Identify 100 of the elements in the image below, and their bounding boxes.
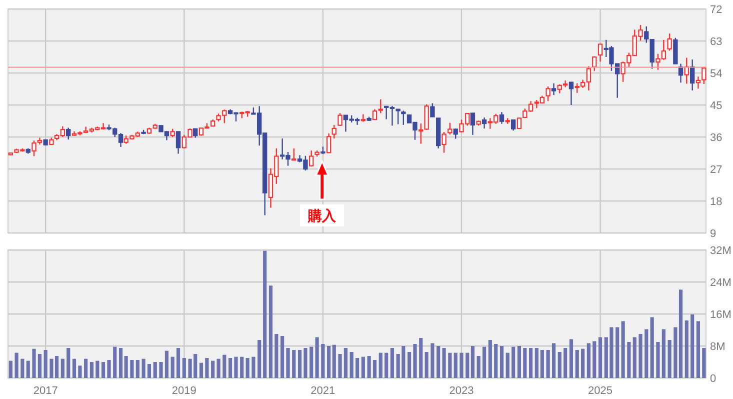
bar (442, 348, 446, 378)
bar (575, 350, 579, 378)
bar (668, 340, 672, 378)
bar (558, 352, 562, 378)
y-tick-label: 36 (710, 132, 722, 144)
bar (164, 350, 168, 378)
bar (246, 358, 250, 378)
bar (8, 360, 12, 378)
bar (136, 360, 140, 378)
bar (124, 356, 128, 378)
bar (528, 348, 533, 378)
y-tick-label: 32M (710, 245, 732, 257)
bar (310, 346, 314, 378)
bar (546, 350, 550, 378)
bar (361, 356, 365, 378)
bar (258, 340, 262, 378)
bar (384, 352, 388, 378)
bar (142, 358, 146, 378)
bar (44, 350, 48, 378)
bar (684, 320, 688, 378)
bar (32, 348, 36, 378)
bar (292, 350, 296, 378)
bar (476, 356, 480, 378)
bar (644, 329, 648, 378)
bar (268, 286, 273, 378)
bar (234, 356, 238, 378)
bar (344, 348, 348, 378)
bar (638, 334, 642, 378)
bar (390, 348, 394, 378)
bar (252, 356, 256, 378)
bar (621, 321, 625, 378)
bar (488, 340, 492, 378)
bar (66, 348, 70, 378)
bar (656, 342, 660, 378)
bar (592, 341, 596, 378)
bar (222, 354, 226, 378)
y-tick-label: 9 (710, 228, 716, 240)
bar (482, 346, 486, 378)
bar (107, 360, 111, 378)
bar (321, 344, 325, 378)
bar (263, 250, 267, 378)
x-tick-label: 2025 (588, 385, 613, 397)
bar (205, 358, 209, 378)
bar (569, 339, 574, 378)
x-tick-label: 2023 (449, 385, 474, 397)
bar (298, 350, 302, 378)
y-tick-label: 72 (710, 4, 722, 16)
bar (182, 358, 186, 378)
bar (78, 366, 82, 378)
bar (102, 362, 106, 378)
bar (540, 350, 544, 378)
bar (228, 358, 232, 378)
bar (147, 364, 152, 378)
bar (280, 336, 284, 378)
y-tick-label: 54 (710, 68, 722, 80)
bar (466, 352, 470, 378)
bar (274, 334, 278, 378)
bar (20, 358, 24, 378)
y-tick-label: 27 (710, 164, 722, 176)
bar (14, 352, 18, 378)
y-tick-label: 24M (710, 277, 732, 289)
bar (650, 317, 654, 378)
bar (372, 360, 377, 378)
bar (632, 337, 636, 378)
bar (84, 358, 88, 378)
bar (304, 348, 308, 378)
y-tick-label: 45 (710, 100, 722, 112)
bar (419, 338, 423, 378)
bar (286, 348, 290, 378)
bar (460, 352, 464, 378)
x-tick-label: 2019 (172, 385, 196, 397)
bar (500, 346, 504, 378)
bar (586, 343, 590, 378)
bar (72, 358, 76, 378)
bar (338, 354, 342, 378)
bar (90, 362, 94, 378)
bar (355, 358, 360, 378)
bar (327, 346, 331, 378)
bar (315, 337, 319, 378)
bar (96, 360, 100, 378)
bar (113, 346, 117, 378)
bar (60, 358, 64, 378)
bar (436, 346, 440, 378)
bar (678, 290, 683, 378)
bar (512, 346, 516, 378)
bar (534, 348, 538, 378)
bar (378, 352, 382, 378)
bar (211, 360, 215, 378)
bar (367, 356, 371, 378)
bar (454, 352, 458, 378)
bar (616, 327, 620, 378)
y-tick-label: 16M (710, 309, 732, 321)
bar (216, 358, 220, 378)
bar (199, 362, 204, 378)
bar (176, 348, 180, 378)
bar (494, 344, 498, 378)
bar (153, 362, 157, 378)
annotation: 購入 (307, 207, 338, 224)
x-tick-label: 2021 (310, 385, 336, 397)
bar (170, 356, 174, 378)
